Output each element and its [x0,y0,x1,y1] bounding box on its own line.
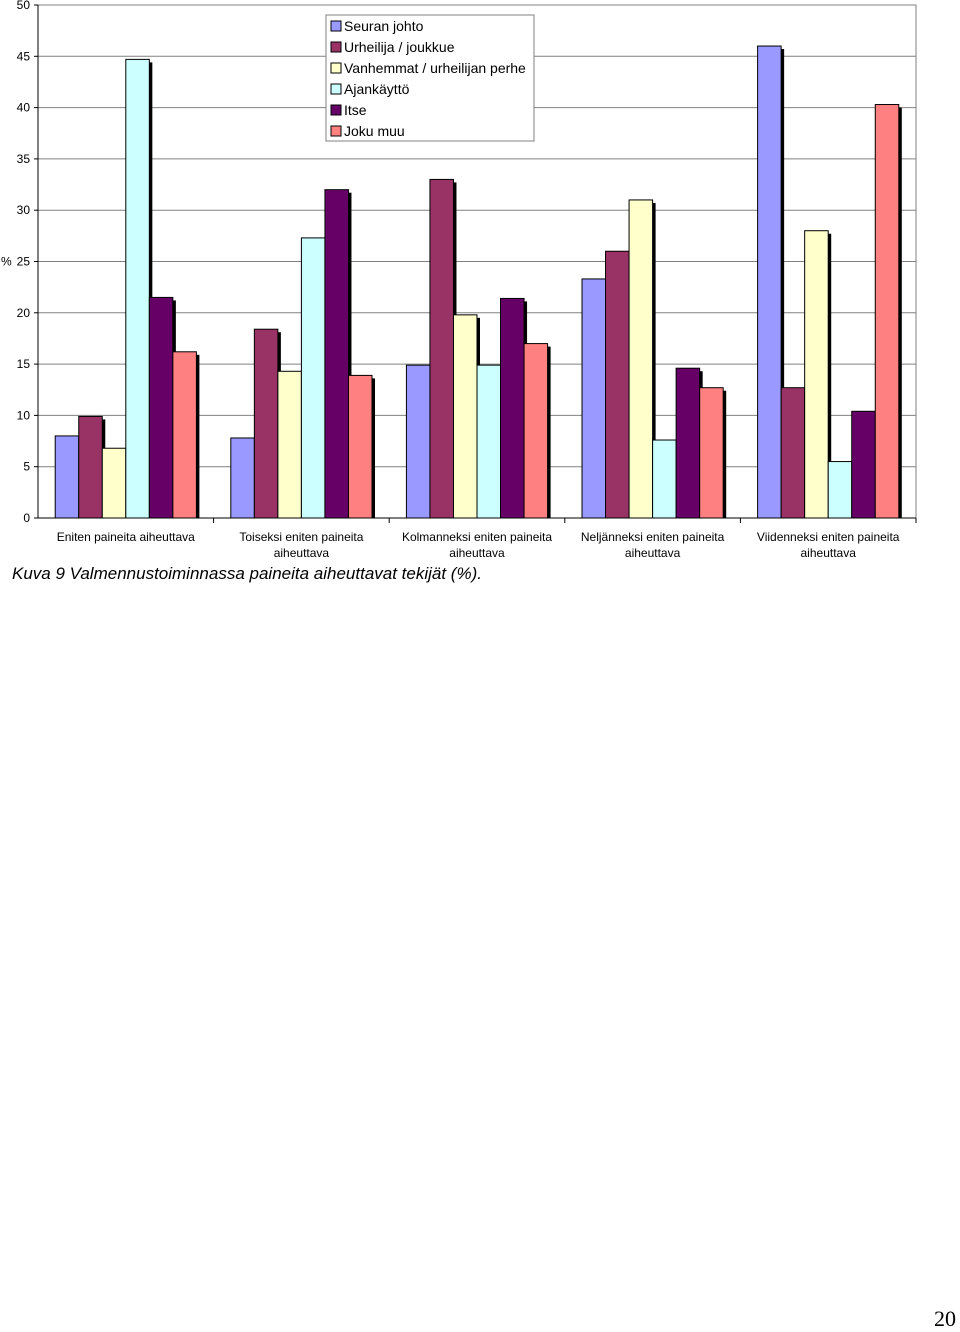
bar [804,230,829,519]
figure-caption: Kuva 9 Valmennustoiminnassa paineita aih… [12,564,482,583]
page-number: 20 [934,1306,956,1331]
bar [148,296,174,519]
chart-svg: 0 5 10 15 20 25 30 35 40 45 50% Eniten paineita aih… [1,0,917,560]
bar [675,367,701,519]
y-tick-label: 40 [17,101,31,115]
y-tick-label: 0 [23,511,30,525]
y-tick-label: 20 [17,306,31,320]
legend-label: Ajankäyttö [344,81,410,97]
x-tick-label: aiheuttava [801,546,857,560]
legend-swatch [330,83,342,95]
bar [277,370,302,519]
bar [405,364,431,519]
legend-label: Joku muu [344,123,405,139]
bar [324,189,349,519]
y-axis-label: % [1,255,12,269]
y-tick-label: 30 [17,203,31,217]
legend-label: Itse [344,102,367,118]
legend-box [325,14,535,142]
x-tick-label: aiheuttava [449,546,505,560]
y-tick-label: 35 [17,152,31,166]
y-tick-label: 45 [17,49,31,63]
bar [78,415,103,519]
legend-label: Vanhemmat / urheilijan perhe [344,60,526,76]
bar [125,58,150,519]
y-tick-label: 25 [17,255,31,269]
bar [874,104,900,519]
x-tick-label: Toiseksi eniten paineita [239,530,363,544]
y-tick-label: 15 [17,357,31,371]
bar [253,328,279,519]
bar [101,447,127,519]
legend-swatch [330,62,342,74]
bar [172,351,197,519]
legend-swatch [330,104,342,116]
bar-chart: 0 5 10 15 20 25 30 35 40 45 50% Eniten paineita aih… [0,0,960,570]
x-tick-label: aiheuttava [625,546,681,560]
x-tick-label: Eniten paineita aiheuttava [57,530,195,544]
y-tick-label: 10 [17,408,31,422]
legend-swatch [330,20,342,32]
bar [300,237,326,519]
x-tick-label: aiheuttava [274,546,330,560]
bar [827,461,853,519]
x-tick-label: Kolmanneksi eniten paineita [402,530,552,544]
bar [476,364,502,519]
bar [652,439,677,519]
bar [523,343,549,519]
bar [699,387,724,519]
bar [452,314,478,519]
y-tick-label: 5 [23,460,30,474]
bar [500,297,525,519]
bar [54,435,80,519]
bar [429,178,454,519]
y-tick-label: 50 [17,0,31,12]
legend-label: Urheilija / joukkue [344,39,455,55]
bar [230,437,255,519]
bar [347,374,373,519]
legend-swatch [330,41,342,53]
legend-swatch [330,125,342,137]
bar [581,278,607,519]
bar [757,45,782,519]
bar [628,199,654,519]
bar [605,250,630,519]
x-tick-label: Viidenneksi eniten paineita [757,530,900,544]
bar [851,410,876,519]
legend-label: Seuran johto [344,18,424,34]
bar [780,387,806,519]
x-tick-label: Neljänneksi eniten paineita [581,530,725,544]
